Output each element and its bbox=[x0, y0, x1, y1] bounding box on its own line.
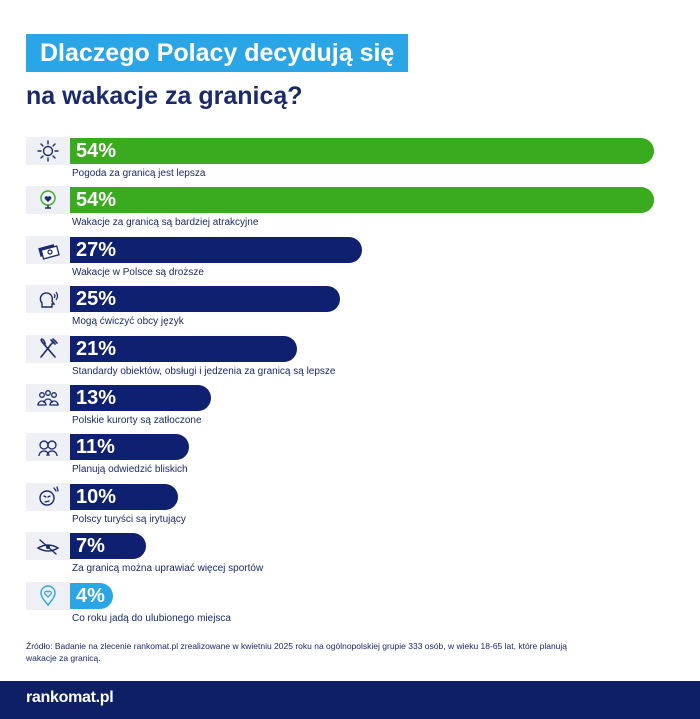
value-label: 10% bbox=[76, 485, 117, 508]
value-label: 4% bbox=[76, 584, 105, 607]
bar bbox=[70, 187, 654, 214]
value-label: 54% bbox=[76, 189, 117, 212]
location-pin-heart-icon bbox=[26, 581, 70, 610]
bar bbox=[70, 434, 189, 461]
bar bbox=[70, 335, 298, 362]
value-label: 11% bbox=[76, 436, 115, 459]
category-label: Mogą ćwiczyć obcy język bbox=[72, 316, 184, 328]
value-label: 25% bbox=[76, 288, 117, 311]
category-label: Co roku jadą do ulubionego miejsca bbox=[72, 612, 231, 624]
bar bbox=[70, 138, 654, 164]
bar bbox=[70, 385, 211, 411]
sun-icon bbox=[26, 137, 70, 165]
value-label: 7% bbox=[76, 535, 105, 558]
source-note: Źródło: Badanie na zlecenie rankomat.pl … bbox=[26, 641, 568, 663]
category-label: Wakacje za granicą są bardziej atrakcyjn… bbox=[72, 217, 259, 229]
title-line-1: Dlaczego Polacy decydują się bbox=[26, 34, 409, 72]
category-label: Polscy turyści są irytujący bbox=[72, 513, 186, 525]
category-label: Za granicą można uprawiać więcej sportów bbox=[72, 563, 264, 575]
fork-knife-icon bbox=[26, 334, 70, 363]
globe-heart-icon bbox=[26, 186, 70, 215]
bar bbox=[70, 483, 179, 510]
value-label: 21% bbox=[76, 337, 117, 360]
bar bbox=[70, 236, 362, 263]
value-label: 27% bbox=[76, 238, 117, 261]
footer-bar: rankomat.pl bbox=[0, 681, 700, 719]
crowd-icon bbox=[26, 384, 70, 412]
category-label: Pogoda za granicą jest lepsza bbox=[72, 168, 206, 179]
title-line-2: na wakacje za granicą? bbox=[26, 82, 303, 110]
bar bbox=[70, 286, 341, 313]
bar bbox=[70, 582, 114, 609]
category-label: Planują odwiedzić bliskich bbox=[72, 464, 188, 476]
family-icon bbox=[26, 433, 70, 462]
category-label: Wakacje w Polsce są droższe bbox=[72, 266, 204, 278]
brand-logo: rankomat.pl bbox=[26, 689, 114, 706]
value-label: 54% bbox=[76, 140, 117, 162]
category-label: Standardy obiektów, obsługi i jedzenia z… bbox=[72, 365, 336, 377]
kayak-icon bbox=[26, 532, 70, 561]
value-label: 13% bbox=[76, 387, 117, 409]
money-icon bbox=[26, 235, 70, 264]
category-label: Polskie kurorty są zatłoczone bbox=[72, 415, 202, 426]
speaking-head-icon bbox=[26, 285, 70, 314]
bar bbox=[70, 533, 146, 560]
annoyed-face-icon bbox=[26, 482, 70, 511]
